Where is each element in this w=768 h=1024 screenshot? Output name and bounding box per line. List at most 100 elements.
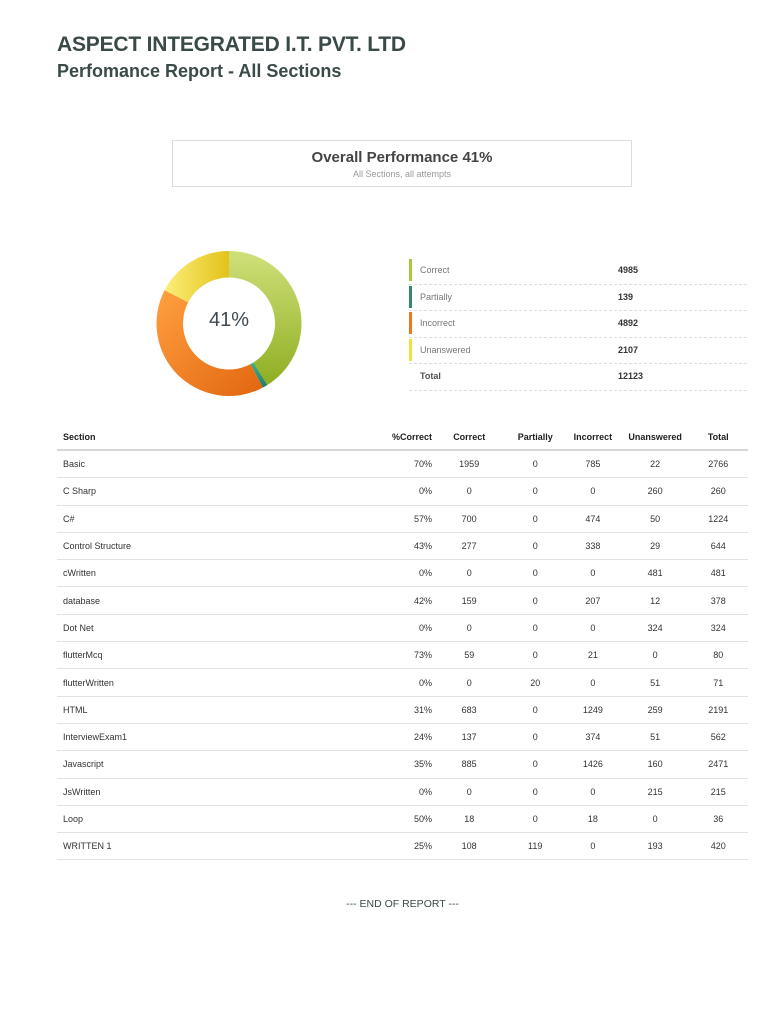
cell-section: Loop [57, 805, 360, 834]
table-row: HTML 31% 683 0 1249 259 2191 [57, 696, 748, 724]
cell-section: C# [57, 505, 360, 533]
cell-incorrect: 0 [564, 668, 622, 697]
cell-correct: 885 [432, 750, 507, 779]
cell-correct: 159 [432, 586, 507, 615]
cell-unanswered: 0 [621, 805, 689, 834]
cell-unanswered: 50 [621, 505, 689, 533]
cell-correct: 683 [432, 696, 507, 724]
cell-section: InterviewExam1 [57, 723, 360, 752]
cell-percent-correct: 70% [359, 450, 433, 479]
cell-partially: 0 [506, 778, 565, 806]
cell-section: Javascript [57, 750, 360, 779]
legend-value: 139 [618, 291, 634, 302]
company-name: ASPECT INTEGRATED I.T. PVT. LTD [57, 33, 406, 56]
cell-correct: 18 [432, 805, 507, 834]
header-partially: Partially [506, 424, 565, 451]
cell-correct: 0 [432, 668, 507, 697]
cell-percent-correct: 0% [359, 559, 433, 588]
cell-partially: 20 [506, 668, 565, 697]
legend-row-partially: Partially 139 [409, 285, 747, 312]
cell-section: database [57, 586, 360, 615]
cell-section: flutterWritten [57, 668, 360, 697]
table-row: Basic 70% 1959 0 785 22 2766 [57, 450, 748, 479]
legend-value: 4985 [618, 265, 639, 275]
cell-partially: 0 [506, 586, 565, 615]
legend-row-correct: Correct 4985 [409, 258, 747, 285]
cell-incorrect: 0 [564, 559, 622, 588]
cell-percent-correct: 73% [359, 641, 433, 670]
legend-label: Unanswered [420, 344, 471, 355]
table-row: cWritten 0% 0 0 0 481 481 [57, 559, 748, 588]
legend-table: Correct 4985 Partially 139 Incorrect 489… [409, 258, 747, 391]
cell-total: 215 [688, 778, 748, 806]
cell-unanswered: 22 [621, 450, 689, 479]
cell-partially: 0 [506, 477, 565, 506]
cell-unanswered: 0 [621, 641, 689, 670]
cell-total: 1224 [688, 505, 748, 533]
cell-incorrect: 18 [564, 805, 622, 834]
overall-performance-box: Overall Performance 41% All Sections, al… [172, 140, 632, 187]
legend-color-bar [409, 312, 412, 335]
cell-total: 260 [688, 477, 748, 506]
table-row: database 42% 159 0 207 12 378 [57, 586, 748, 615]
cell-correct: 700 [432, 505, 507, 533]
legend-total-label: Total [420, 371, 441, 382]
cell-correct: 0 [432, 778, 507, 806]
cell-unanswered: 12 [621, 586, 689, 615]
cell-unanswered: 324 [621, 614, 689, 643]
cell-incorrect: 0 [564, 614, 622, 643]
header-total: Total [688, 424, 748, 451]
table-row: Dot Net 0% 0 0 0 324 324 [57, 614, 748, 643]
table-row: JsWritten 0% 0 0 0 215 215 [57, 778, 748, 806]
end-of-report: --- END OF REPORT --- [346, 898, 459, 910]
header-percent-correct: %Correct [359, 424, 433, 451]
slice-incorrect [156, 290, 263, 396]
cell-section: cWritten [57, 559, 360, 588]
table-row: Javascript 35% 885 0 1426 160 2471 [57, 750, 748, 779]
cell-correct: 277 [432, 532, 507, 561]
cell-total: 378 [688, 586, 748, 615]
legend-color-bar [409, 285, 412, 308]
cell-total: 2191 [688, 696, 748, 724]
cell-incorrect: 21 [564, 641, 622, 670]
slice-partially [250, 362, 268, 388]
cell-percent-correct: 50% [359, 805, 433, 834]
slice-unanswered [164, 251, 229, 303]
cell-correct: 0 [432, 559, 507, 588]
cell-percent-correct: 0% [359, 614, 433, 643]
cell-partially: 119 [506, 832, 565, 861]
cell-section: HTML [57, 696, 360, 724]
cell-total: 644 [688, 532, 748, 561]
cell-percent-correct: 42% [359, 586, 433, 615]
overall-performance-title: Overall Performance 41% [311, 149, 493, 166]
overall-performance-subtitle: All Sections, all attempts [352, 169, 452, 179]
cell-percent-correct: 35% [359, 750, 433, 779]
cell-partially: 0 [506, 805, 565, 834]
cell-percent-correct: 24% [359, 723, 433, 752]
cell-section: JsWritten [57, 778, 360, 806]
cell-section: Control Structure [57, 532, 360, 561]
cell-incorrect: 207 [564, 586, 622, 615]
cell-partially: 0 [506, 641, 565, 670]
cell-partially: 0 [506, 614, 565, 643]
cell-total: 36 [688, 805, 748, 834]
cell-partially: 0 [506, 750, 565, 779]
donut-chart-svg [156, 251, 302, 396]
legend-label: Correct [420, 265, 450, 275]
report-title: Perfomance Report - All Sections [57, 61, 342, 81]
cell-section: flutterMcq [57, 641, 360, 670]
cell-correct: 137 [432, 723, 507, 752]
donut-chart: 41% [154, 251, 304, 396]
cell-incorrect: 338 [564, 532, 622, 561]
header-correct: Correct [432, 424, 507, 451]
cell-incorrect: 0 [564, 832, 622, 861]
cell-incorrect: 1426 [564, 750, 622, 779]
header-incorrect: Incorrect [564, 424, 622, 451]
legend-row-unanswered: Unanswered 2107 [409, 338, 747, 365]
cell-total: 71 [688, 668, 748, 697]
legend-color-bar [409, 259, 412, 281]
cell-percent-correct: 43% [359, 532, 433, 561]
cell-correct: 1959 [432, 450, 507, 479]
cell-incorrect: 785 [564, 450, 622, 479]
cell-unanswered: 193 [621, 832, 689, 861]
